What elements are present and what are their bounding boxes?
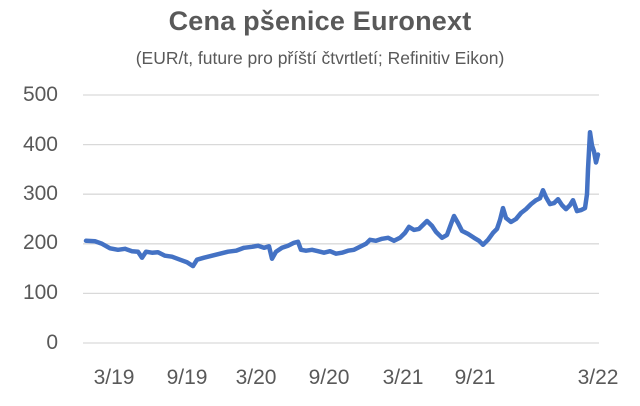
y-tick-label: 0 — [46, 331, 58, 354]
x-tick-label: 9/21 — [454, 366, 496, 389]
x-tick-label: 3/19 — [93, 366, 135, 389]
y-tick-label: 200 — [22, 231, 58, 254]
y-tick-label: 300 — [22, 182, 58, 205]
x-tick-label: 3/20 — [235, 366, 277, 389]
y-tick-label: 400 — [22, 133, 58, 156]
y-tick-label: 500 — [22, 83, 58, 106]
gridlines — [83, 94, 599, 344]
chart-subtitle: (EUR/t, future pro příští čtvrtletí; Ref… — [135, 48, 505, 68]
wheat-price-line — [83, 129, 601, 269]
x-tick-label: 9/19 — [166, 366, 208, 389]
chart-title: Cena pšenice Euronext — [168, 6, 472, 36]
y-tick-label: 100 — [22, 281, 58, 304]
x-tick-label: 9/20 — [308, 366, 350, 389]
x-tick-label: 3/21 — [382, 366, 424, 389]
x-tick-label: 3/22 — [577, 366, 619, 389]
